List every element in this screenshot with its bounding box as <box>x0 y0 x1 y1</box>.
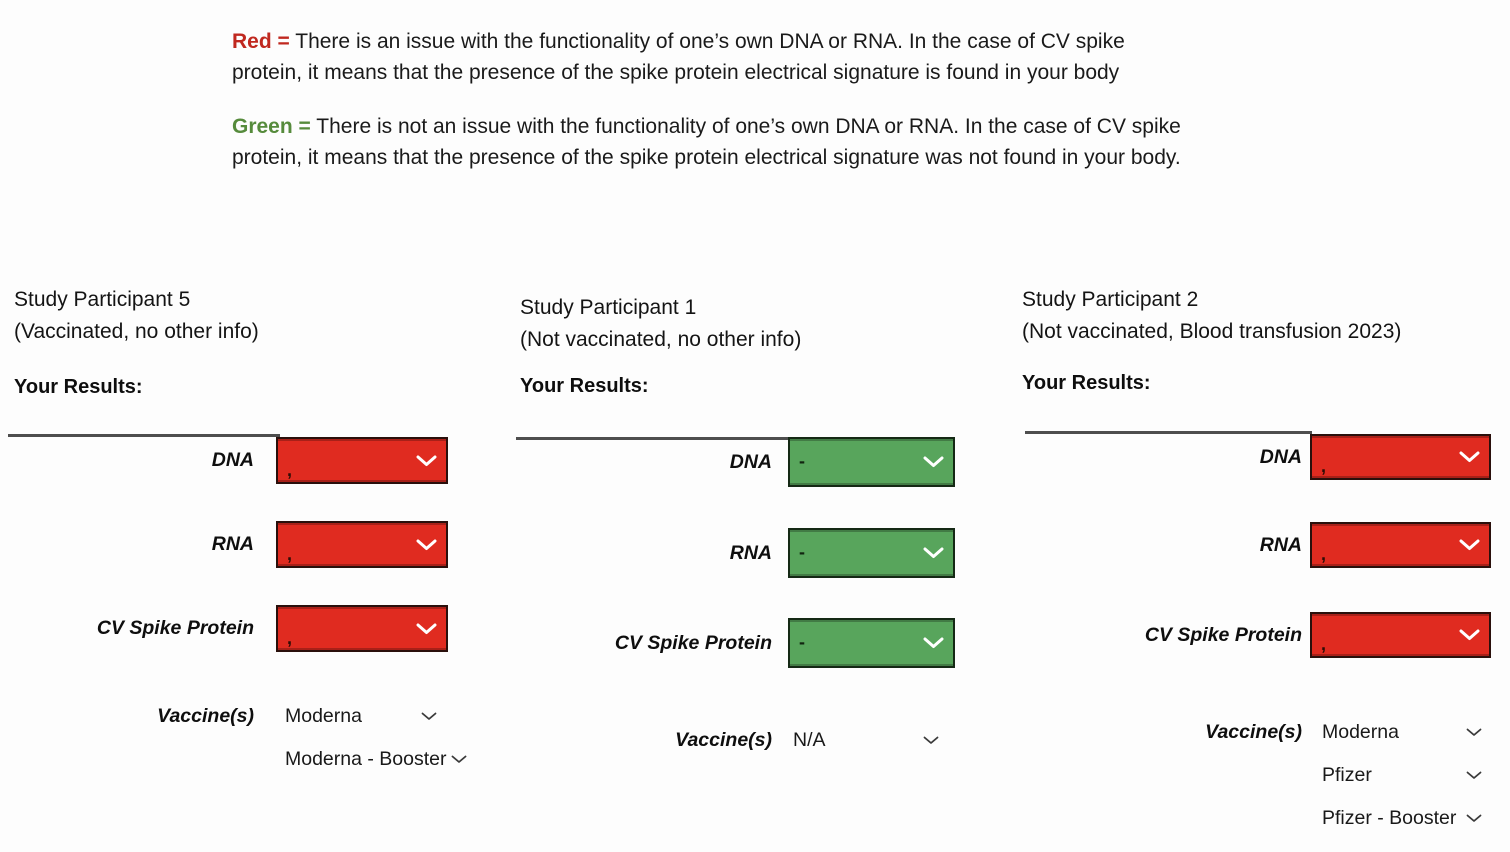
vaccines-row: Vaccine(s) N/A <box>520 729 939 752</box>
divider-line <box>8 434 280 437</box>
legend-red-term: Red = <box>232 30 290 53</box>
vaccine-value: N/A <box>793 729 826 751</box>
participant-card-1: Study Participant 1 (Not vaccinated, no … <box>516 292 970 751</box>
vaccines-row: Vaccine(s) Moderna Moderna - Booster <box>14 705 467 770</box>
participant-card-2: Study Participant 2 (Not vaccinated, Blo… <box>1022 284 1510 829</box>
chevron-down-icon <box>416 455 437 466</box>
legend: Red = There is an issue with the functio… <box>232 26 1187 196</box>
vaccine-list: N/A <box>793 729 939 751</box>
chevron-down-icon <box>923 736 939 744</box>
legend-green-text: There is not an issue with the functiona… <box>232 115 1181 169</box>
dropdown-value: - <box>799 451 805 472</box>
participant-card-5: Study Participant 5 (Vaccinated, no othe… <box>8 284 474 770</box>
chevron-down-icon <box>1466 814 1482 822</box>
chevron-down-icon <box>1459 451 1480 462</box>
dropdown-value: , <box>287 628 293 648</box>
chevron-down-icon <box>923 547 944 558</box>
vaccine-value: Moderna - Booster <box>285 748 447 770</box>
cv-spike-protein-row: CV Spike Protein , <box>14 605 448 652</box>
dna-dropdown[interactable]: , <box>276 437 448 484</box>
cv-spike-protein-dropdown[interactable]: - <box>788 618 955 668</box>
dropdown-value: - <box>799 632 805 653</box>
vaccine-select[interactable]: N/A <box>793 729 939 751</box>
dna-row: DNA , <box>14 437 448 484</box>
dropdown-value: - <box>799 542 805 563</box>
participant-title: Study Participant 2 <box>1022 288 1199 311</box>
vaccines-row: Vaccine(s) Moderna Pfizer Pfizer - Boost… <box>1022 721 1482 829</box>
rna-dropdown[interactable]: , <box>1310 522 1491 568</box>
divider-line <box>1025 431 1312 434</box>
results-heading: Your Results: <box>14 376 143 398</box>
legend-red-paragraph: Red = There is an issue with the functio… <box>232 26 1187 88</box>
results-heading: Your Results: <box>1022 372 1151 394</box>
rna-row: RNA , <box>1022 522 1491 568</box>
rna-row: RNA - <box>520 528 955 578</box>
cv-spike-protein-row: CV Spike Protein , <box>1022 612 1491 658</box>
dna-row: DNA , <box>1022 434 1491 480</box>
vaccines-label: Vaccine(s) <box>1205 721 1302 743</box>
vaccine-list: Moderna Pfizer Pfizer - Booster <box>1322 721 1482 829</box>
chevron-down-icon <box>416 623 437 634</box>
vaccine-select[interactable]: Moderna <box>1322 721 1482 743</box>
chevron-down-icon <box>1466 771 1482 779</box>
legend-green-paragraph: Green = There is not an issue with the f… <box>232 111 1187 173</box>
vaccine-select[interactable]: Moderna - Booster <box>285 748 467 770</box>
chevron-down-icon <box>1459 629 1480 640</box>
vaccine-select[interactable]: Pfizer <box>1322 764 1482 786</box>
chevron-down-icon <box>421 712 437 720</box>
participant-subtitle: (Vaccinated, no other info) <box>14 320 259 343</box>
dropdown-value: , <box>287 460 293 480</box>
chevron-down-icon <box>451 755 466 763</box>
divider-line <box>516 437 790 440</box>
cv-spike-protein-label: CV Spike Protein <box>614 631 772 654</box>
vaccine-value: Pfizer - Booster <box>1322 807 1457 829</box>
participant-subtitle: (Not vaccinated, no other info) <box>520 328 802 351</box>
legend-red-text: There is an issue with the functionality… <box>232 30 1125 84</box>
vaccine-value: Pfizer <box>1322 764 1372 786</box>
results-heading: Your Results: <box>520 375 649 397</box>
chevron-down-icon <box>923 637 944 648</box>
dropdown-value: , <box>287 544 293 564</box>
participant-title: Study Participant 5 <box>14 288 191 311</box>
dropdown-value: , <box>1321 456 1327 476</box>
chevron-down-icon <box>923 456 944 467</box>
participant-subtitle: (Not vaccinated, Blood transfusion 2023) <box>1022 320 1402 343</box>
vaccine-list: Moderna Moderna - Booster <box>285 705 467 770</box>
dna-dropdown[interactable]: , <box>1310 434 1491 480</box>
vaccine-select[interactable]: Moderna <box>285 705 437 727</box>
vaccine-value: Moderna <box>285 705 362 727</box>
rna-label: RNA <box>729 541 772 564</box>
dna-label: DNA <box>729 450 772 473</box>
rna-dropdown[interactable]: , <box>276 521 448 568</box>
vaccines-label: Vaccine(s) <box>675 729 772 751</box>
vaccine-value: Moderna <box>1322 721 1399 743</box>
chevron-down-icon <box>1459 539 1480 550</box>
cv-spike-protein-dropdown[interactable]: , <box>276 605 448 652</box>
cv-spike-protein-dropdown[interactable]: , <box>1310 612 1491 658</box>
dna-row: DNA - <box>520 437 955 487</box>
dna-label: DNA <box>211 449 254 471</box>
chevron-down-icon <box>416 539 437 550</box>
rna-label: RNA <box>1259 533 1302 556</box>
cv-spike-protein-label: CV Spike Protein <box>96 617 254 639</box>
cv-spike-protein-row: CV Spike Protein - <box>520 618 955 668</box>
rna-row: RNA , <box>14 521 448 568</box>
legend-green-term: Green = <box>232 115 311 138</box>
participant-title: Study Participant 1 <box>520 296 697 319</box>
dropdown-value: , <box>1321 634 1327 654</box>
dna-dropdown[interactable]: - <box>788 437 955 487</box>
rna-dropdown[interactable]: - <box>788 528 955 578</box>
vaccine-select[interactable]: Pfizer - Booster <box>1322 807 1482 829</box>
rna-label: RNA <box>211 533 254 555</box>
vaccines-label: Vaccine(s) <box>157 705 254 727</box>
cv-spike-protein-label: CV Spike Protein <box>1144 623 1302 646</box>
chevron-down-icon <box>1466 728 1482 736</box>
dropdown-value: , <box>1321 544 1327 564</box>
dna-label: DNA <box>1259 445 1302 468</box>
